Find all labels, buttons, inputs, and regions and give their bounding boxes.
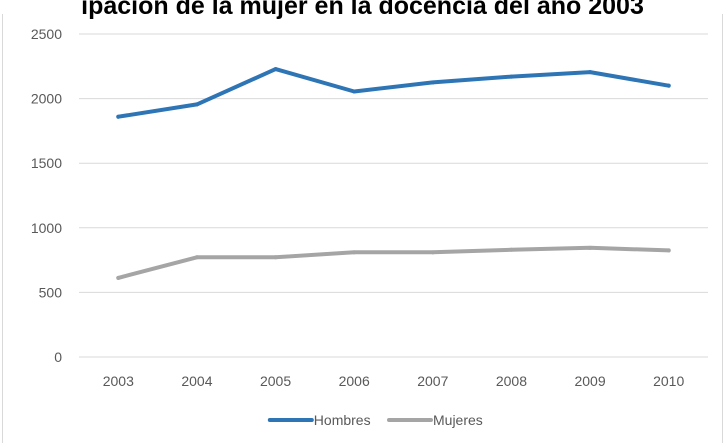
data-point-mujeres-2006	[352, 250, 357, 255]
x-tick-label: 2004	[181, 373, 212, 389]
x-tick-label: 2009	[574, 373, 605, 389]
chart-frame	[2, 14, 723, 443]
x-tick-label: 2006	[339, 373, 370, 389]
x-axis-tick-labels: 2003 2004 2005 2006 2007 2008 2009 2010	[103, 373, 685, 389]
chart-title: ipación de la mujer en la docencia del a…	[81, 0, 644, 20]
data-point-hombres-2003	[116, 114, 121, 119]
data-point-hombres-2010	[666, 83, 671, 88]
y-tick-label: 2000	[31, 91, 62, 107]
legend: Hombres Mujeres	[267, 412, 483, 428]
data-point-mujeres-2004	[194, 255, 199, 260]
data-point-mujeres-2007	[430, 250, 435, 255]
y-tick-label: 500	[39, 284, 63, 300]
legend-label-hombres: Hombres	[314, 412, 371, 428]
y-tick-label: 1500	[31, 155, 62, 171]
x-tick-label: 2003	[103, 373, 134, 389]
y-tick-label: 0	[54, 349, 62, 365]
data-point-mujeres-2008	[509, 247, 514, 252]
x-tick-label: 2007	[417, 373, 448, 389]
data-point-hombres-2009	[588, 70, 593, 75]
data-point-hombres-2006	[352, 89, 357, 94]
data-point-hombres-2007	[430, 80, 435, 85]
data-point-hombres-2005	[273, 67, 278, 72]
data-point-mujeres-2009	[588, 245, 593, 250]
legend-label-mujeres: Mujeres	[433, 412, 483, 428]
series-line-hombres	[116, 67, 671, 119]
data-point-mujeres-2003	[116, 275, 121, 280]
data-point-mujeres-2010	[666, 248, 671, 253]
series-line-mujeres	[116, 245, 671, 280]
gridlines	[79, 33, 708, 358]
data-point-mujeres-2005	[273, 255, 278, 260]
y-tick-label: 2500	[31, 26, 62, 42]
y-tick-label: 1000	[31, 220, 62, 236]
data-point-hombres-2004	[194, 102, 199, 107]
y-axis-tick-labels: 0 500 1000 1500 2000 2500	[31, 26, 62, 365]
x-tick-label: 2010	[653, 373, 684, 389]
series-lines	[116, 67, 671, 280]
data-point-hombres-2008	[509, 74, 514, 79]
x-tick-label: 2008	[496, 373, 527, 389]
x-tick-label: 2005	[260, 373, 291, 389]
